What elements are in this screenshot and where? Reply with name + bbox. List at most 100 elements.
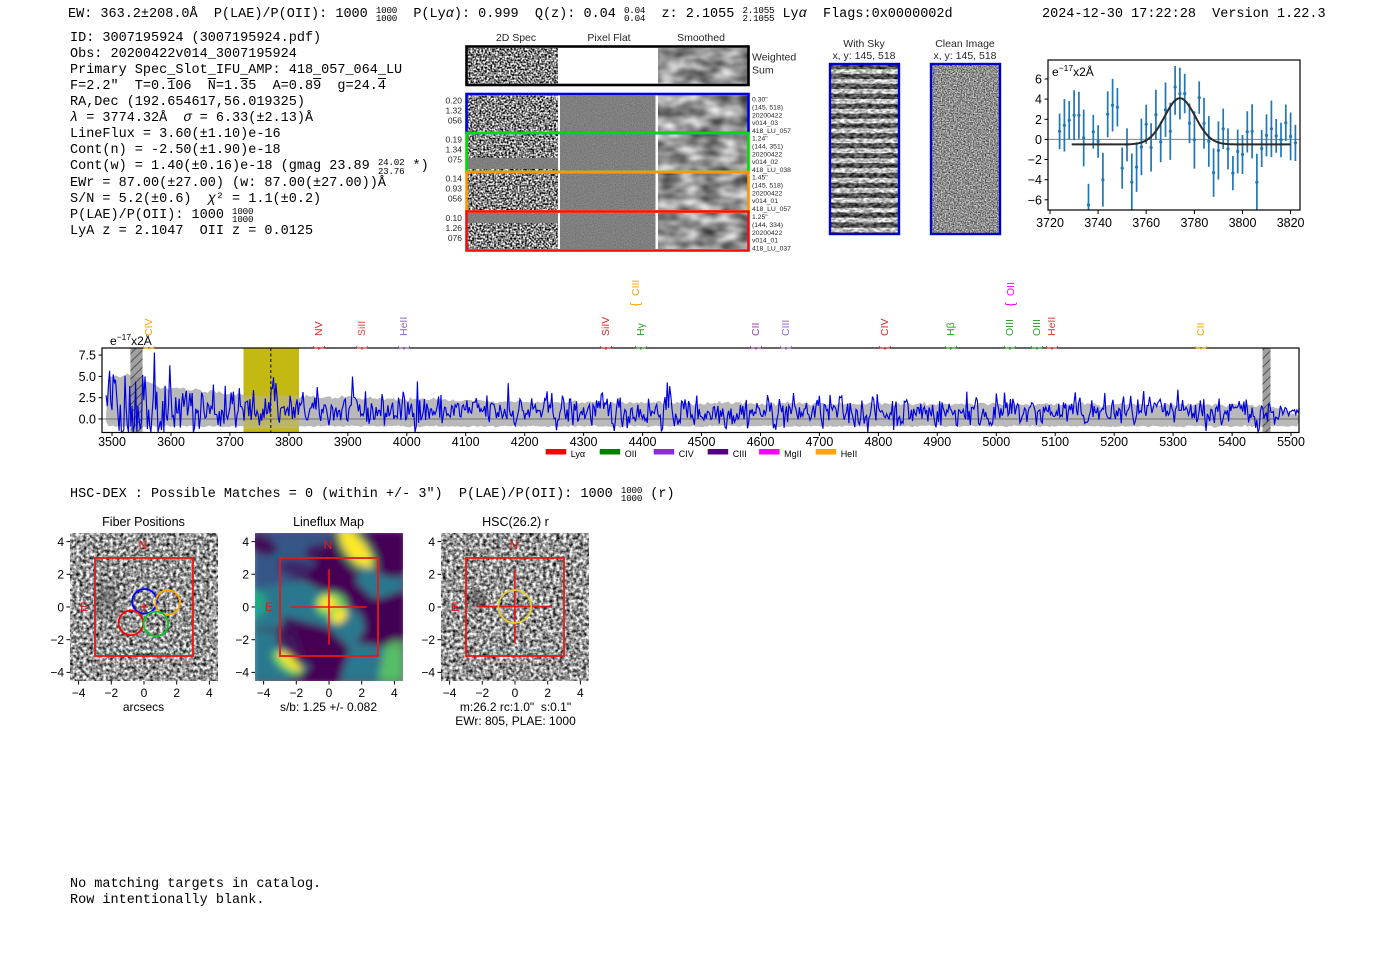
svg-text:E: E bbox=[451, 600, 459, 614]
svg-text:418_LU_037: 418_LU_037 bbox=[752, 246, 791, 253]
svg-text:0: 0 bbox=[1035, 133, 1042, 147]
svg-text:HeII: HeII bbox=[841, 449, 858, 459]
svg-text:−2: −2 bbox=[235, 633, 249, 647]
svg-text:6: 6 bbox=[1035, 73, 1042, 87]
svg-text:2: 2 bbox=[57, 568, 64, 582]
svg-text:E: E bbox=[80, 600, 88, 614]
svg-text:{: { bbox=[629, 302, 643, 306]
svg-text:−4: −4 bbox=[50, 666, 64, 680]
svg-text:0.0: 0.0 bbox=[79, 413, 96, 427]
svg-text:075: 075 bbox=[448, 155, 462, 165]
svg-text:v014_02: v014_02 bbox=[752, 159, 778, 166]
svg-text:e−17x2Å: e−17x2Å bbox=[1052, 63, 1094, 79]
svg-text:−2: −2 bbox=[104, 686, 118, 700]
svg-text:418_LU_038: 418_LU_038 bbox=[752, 167, 791, 174]
svg-text:3820: 3820 bbox=[1277, 216, 1305, 230]
svg-text:arcsecs: arcsecs bbox=[123, 700, 164, 714]
svg-text:3600: 3600 bbox=[157, 435, 185, 449]
svg-text:3720: 3720 bbox=[1036, 216, 1064, 230]
svg-text:{: { bbox=[634, 346, 648, 350]
svg-text:SiIV: SiIV bbox=[600, 317, 612, 336]
svg-text:(145, 518): (145, 518) bbox=[752, 182, 783, 189]
svg-text:HeII: HeII bbox=[1046, 317, 1058, 336]
svg-text:{: { bbox=[397, 346, 411, 350]
svg-text:Pixel Flat: Pixel Flat bbox=[587, 32, 630, 44]
svg-text:Smoothed: Smoothed bbox=[677, 32, 725, 44]
svg-text:0.19: 0.19 bbox=[445, 135, 462, 145]
svg-text:{: { bbox=[355, 346, 369, 350]
svg-text:SiII: SiII bbox=[356, 321, 368, 336]
svg-text:0: 0 bbox=[512, 686, 519, 700]
svg-text:1.24": 1.24" bbox=[752, 136, 768, 143]
svg-text:2: 2 bbox=[242, 568, 249, 582]
svg-text:0: 0 bbox=[242, 600, 249, 614]
svg-text:4: 4 bbox=[391, 686, 398, 700]
svg-text:4700: 4700 bbox=[805, 435, 833, 449]
svg-text:418_LU_057: 418_LU_057 bbox=[752, 128, 791, 135]
svg-text:−4: −4 bbox=[421, 666, 435, 680]
svg-text:20200422: 20200422 bbox=[752, 151, 782, 158]
svg-text:5200: 5200 bbox=[1100, 435, 1128, 449]
svg-text:4500: 4500 bbox=[688, 435, 716, 449]
svg-text:m:26.2 rc:1.0" s:0.1": m:26.2 rc:1.0" s:0.1" bbox=[460, 700, 571, 714]
svg-text:CIII: CIII bbox=[630, 280, 642, 296]
svg-text:3740: 3740 bbox=[1084, 216, 1112, 230]
svg-text:{: { bbox=[749, 346, 763, 350]
svg-text:4: 4 bbox=[428, 535, 435, 549]
svg-text:Hγ: Hγ bbox=[635, 322, 647, 336]
svg-text:056: 056 bbox=[448, 194, 462, 204]
svg-text:5300: 5300 bbox=[1159, 435, 1187, 449]
svg-text:5100: 5100 bbox=[1041, 435, 1069, 449]
svg-text:EWr: 805, PLAE: 1000: EWr: 805, PLAE: 1000 bbox=[455, 714, 576, 728]
svg-text:4300: 4300 bbox=[570, 435, 598, 449]
svg-text:20200422: 20200422 bbox=[752, 190, 782, 197]
svg-text:2: 2 bbox=[173, 686, 180, 700]
svg-text:1.26: 1.26 bbox=[445, 223, 462, 233]
svg-text:2D Spec: 2D Spec bbox=[496, 32, 536, 44]
svg-text:2: 2 bbox=[428, 568, 435, 582]
svg-text:N: N bbox=[510, 538, 519, 552]
svg-text:3780: 3780 bbox=[1180, 216, 1208, 230]
svg-text:4: 4 bbox=[57, 535, 64, 549]
svg-text:Weighted: Weighted bbox=[752, 52, 796, 64]
svg-text:1.34: 1.34 bbox=[445, 145, 462, 155]
svg-text:0: 0 bbox=[428, 600, 435, 614]
svg-text:3800: 3800 bbox=[275, 435, 303, 449]
svg-text:CIV: CIV bbox=[143, 318, 155, 336]
svg-text:4: 4 bbox=[242, 535, 249, 549]
svg-text:−4: −4 bbox=[257, 686, 271, 700]
svg-text:−4: −4 bbox=[443, 686, 457, 700]
svg-text:x, y: 145, 518: x, y: 145, 518 bbox=[832, 50, 895, 62]
svg-text:CII: CII bbox=[750, 323, 762, 336]
svg-text:3700: 3700 bbox=[216, 435, 244, 449]
svg-text:v014_01: v014_01 bbox=[752, 238, 778, 245]
svg-text:0.20: 0.20 bbox=[445, 96, 462, 106]
svg-text:−4: −4 bbox=[72, 686, 86, 700]
svg-text:{: { bbox=[944, 346, 958, 350]
svg-text:4000: 4000 bbox=[393, 435, 421, 449]
svg-text:5500: 5500 bbox=[1277, 435, 1305, 449]
svg-text:v014_01: v014_01 bbox=[752, 198, 778, 205]
svg-text:4100: 4100 bbox=[452, 435, 480, 449]
svg-text:{: { bbox=[779, 346, 793, 350]
svg-text:Fiber Positions: Fiber Positions bbox=[102, 515, 185, 529]
svg-text:NV: NV bbox=[313, 321, 325, 336]
svg-text:−2: −2 bbox=[289, 686, 303, 700]
svg-text:E: E bbox=[265, 600, 273, 614]
svg-text:(144, 334): (144, 334) bbox=[752, 222, 783, 229]
svg-text:CIII: CIII bbox=[733, 449, 747, 459]
svg-text:Lineflux Map: Lineflux Map bbox=[293, 515, 364, 529]
svg-text:0: 0 bbox=[57, 600, 64, 614]
svg-text:4400: 4400 bbox=[629, 435, 657, 449]
svg-text:HSC(26.2) r: HSC(26.2) r bbox=[482, 515, 549, 529]
svg-text:1.25": 1.25" bbox=[752, 214, 768, 221]
svg-text:7.5: 7.5 bbox=[79, 349, 96, 363]
svg-text:0.10: 0.10 bbox=[445, 213, 462, 223]
svg-text:(144, 351): (144, 351) bbox=[752, 143, 783, 150]
svg-text:−2: −2 bbox=[50, 633, 64, 647]
svg-text:3500: 3500 bbox=[98, 435, 126, 449]
svg-text:−6: −6 bbox=[1028, 193, 1042, 207]
svg-text:(145, 518): (145, 518) bbox=[752, 104, 783, 111]
svg-text:3760: 3760 bbox=[1132, 216, 1160, 230]
svg-text:OII: OII bbox=[1005, 282, 1017, 296]
